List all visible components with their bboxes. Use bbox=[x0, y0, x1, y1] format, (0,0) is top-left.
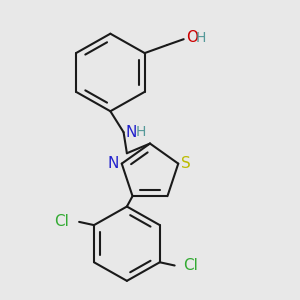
Text: Cl: Cl bbox=[183, 258, 198, 273]
Text: N: N bbox=[125, 125, 136, 140]
Text: S: S bbox=[181, 156, 191, 171]
Text: H: H bbox=[196, 31, 206, 45]
Text: H: H bbox=[135, 125, 146, 139]
Text: O: O bbox=[186, 30, 198, 45]
Text: N: N bbox=[108, 156, 119, 171]
Text: Cl: Cl bbox=[54, 214, 69, 230]
